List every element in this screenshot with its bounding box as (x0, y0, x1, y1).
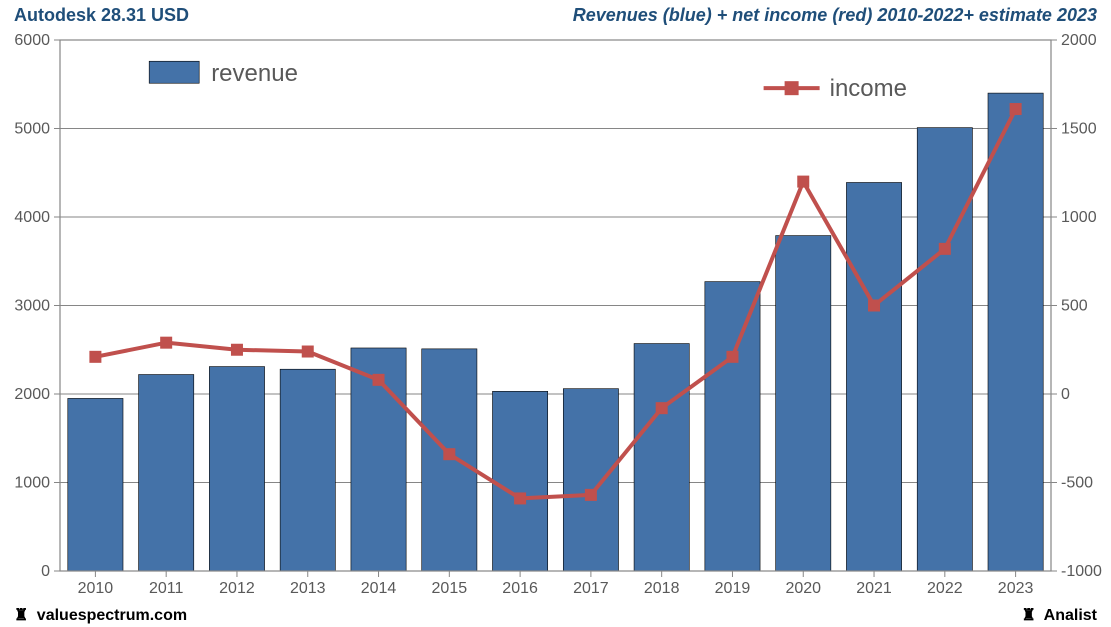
footer-right-text: Analist (1044, 607, 1097, 624)
income-marker (444, 449, 455, 460)
revenue-bar (634, 344, 689, 571)
yaxis-right-label: 2000 (1061, 32, 1097, 49)
xaxis-label: 2014 (361, 580, 397, 597)
income-marker (373, 374, 384, 385)
revenue-bar (563, 389, 618, 571)
xaxis-label: 2010 (78, 580, 114, 597)
footer-right: ♜ Analist (1021, 605, 1097, 625)
revenue-bar (209, 367, 264, 571)
xaxis-label: 2018 (644, 580, 680, 597)
revenue-bar (988, 93, 1043, 571)
revenue-bar (139, 375, 194, 571)
chart-header: Autodesk 28.31 USD Revenues (blue) + net… (0, 0, 1111, 30)
income-marker (585, 489, 596, 500)
revenue-bar (68, 398, 123, 571)
chart-footer: ♜ valuespectrum.com ♜ Analist (0, 603, 1111, 627)
income-marker (939, 243, 950, 254)
legend-revenue-swatch (149, 61, 199, 83)
xaxis-label: 2021 (856, 580, 892, 597)
xaxis-label: 2016 (502, 580, 538, 597)
revenue-bar (917, 128, 972, 571)
revenue-bar (776, 236, 831, 571)
income-marker (161, 337, 172, 348)
xaxis-label: 2022 (927, 580, 963, 597)
income-marker (798, 176, 809, 187)
yaxis-left-label: 6000 (14, 32, 50, 49)
xaxis-label: 2012 (219, 580, 255, 597)
xaxis-label: 2020 (785, 580, 821, 597)
castle-icon: ♜ (14, 607, 28, 624)
legend-income-label: income (830, 75, 907, 102)
chart-svg: 0 1000 2000 3000 4000 5000 6000 -1000 -500 0 500 10… (0, 30, 1111, 603)
xaxis-label: 2019 (715, 580, 751, 597)
header-right-subtitle: Revenues (blue) + net income (red) 2010-… (573, 5, 1097, 26)
footer-left: ♜ valuespectrum.com (14, 605, 187, 625)
castle-icon: ♜ (1021, 607, 1035, 624)
footer-left-text: valuespectrum.com (37, 607, 187, 624)
xaxis-label: 2017 (573, 580, 609, 597)
revenue-bar (493, 391, 548, 571)
yaxis-left-label: 3000 (14, 298, 50, 315)
chart-area: 0 1000 2000 3000 4000 5000 6000 -1000 -500 0 500 10… (0, 30, 1111, 603)
revenue-bar (846, 182, 901, 571)
yaxis-right-label: -1000 (1061, 563, 1102, 580)
xaxis-label: 2015 (432, 580, 468, 597)
income-marker (1010, 104, 1021, 115)
xaxis-label: 2011 (149, 580, 184, 597)
income-marker (515, 493, 526, 504)
yaxis-right-label: 500 (1061, 298, 1088, 315)
legend-revenue-label: revenue (211, 60, 298, 87)
income-marker (869, 300, 880, 311)
legend-income-marker (785, 82, 798, 95)
income-marker (90, 351, 101, 362)
xaxis-label: 2013 (290, 580, 326, 597)
xaxis-label: 2023 (998, 580, 1034, 597)
yaxis-right-label: 0 (1061, 386, 1070, 403)
yaxis-right-label: 1000 (1061, 209, 1097, 226)
income-marker (656, 403, 667, 414)
yaxis-right-label: 1500 (1061, 121, 1097, 138)
income-marker (727, 351, 738, 362)
revenue-bar (705, 282, 760, 571)
yaxis-left-label: 0 (41, 563, 50, 580)
yaxis-left-label: 2000 (14, 386, 50, 403)
yaxis-left-label: 1000 (14, 475, 50, 492)
header-left-title: Autodesk 28.31 USD (14, 5, 189, 26)
income-marker (302, 346, 313, 357)
income-marker (231, 344, 242, 355)
yaxis-left-label: 4000 (14, 209, 50, 226)
yaxis-right-label: -500 (1061, 475, 1093, 492)
revenue-bar (280, 369, 335, 571)
yaxis-left-label: 5000 (14, 121, 50, 138)
